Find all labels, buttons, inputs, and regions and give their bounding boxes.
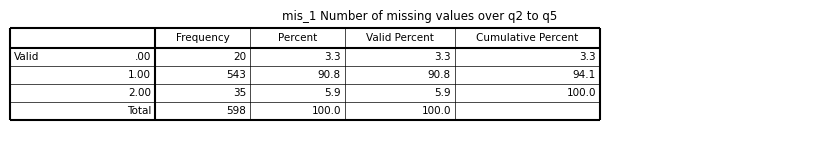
Text: 100.0: 100.0	[566, 88, 596, 98]
Text: Frequency: Frequency	[176, 33, 229, 43]
Text: 598: 598	[226, 106, 246, 116]
Text: .00: .00	[134, 52, 151, 62]
Text: 543: 543	[226, 70, 246, 80]
Text: Total: Total	[127, 106, 151, 116]
Text: Valid Percent: Valid Percent	[366, 33, 434, 43]
Text: 1.00: 1.00	[128, 70, 151, 80]
Text: mis_1 Number of missing values over q2 to q5: mis_1 Number of missing values over q2 t…	[282, 10, 558, 23]
Text: 100.0: 100.0	[312, 106, 341, 116]
Text: Cumulative Percent: Cumulative Percent	[476, 33, 579, 43]
Text: 90.8: 90.8	[318, 70, 341, 80]
Text: Percent: Percent	[278, 33, 318, 43]
Text: 3.3: 3.3	[324, 52, 341, 62]
Text: 5.9: 5.9	[324, 88, 341, 98]
Text: 35: 35	[233, 88, 246, 98]
Text: 2.00: 2.00	[128, 88, 151, 98]
Text: 20: 20	[233, 52, 246, 62]
Text: 3.3: 3.3	[580, 52, 596, 62]
Text: 94.1: 94.1	[573, 70, 596, 80]
Text: 100.0: 100.0	[422, 106, 451, 116]
Text: 3.3: 3.3	[434, 52, 451, 62]
Text: 90.8: 90.8	[428, 70, 451, 80]
Text: Valid: Valid	[14, 52, 39, 62]
Text: 5.9: 5.9	[434, 88, 451, 98]
